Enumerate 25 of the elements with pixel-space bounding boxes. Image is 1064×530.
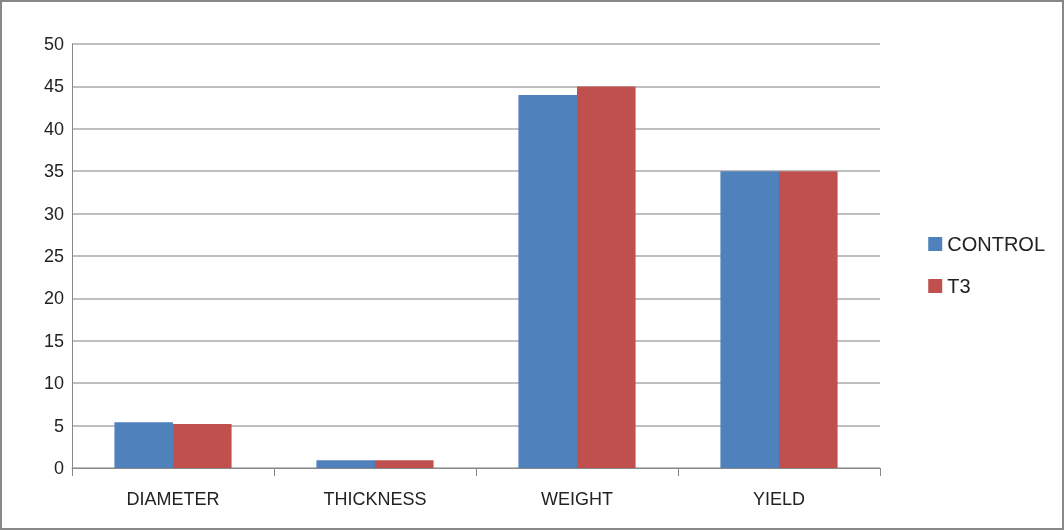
y-tick-label: 30 xyxy=(43,203,64,224)
legend-label: T3 xyxy=(947,275,971,297)
y-tick-label: 0 xyxy=(53,458,64,478)
bar xyxy=(316,460,375,468)
bar xyxy=(375,460,434,468)
y-tick-label: 40 xyxy=(43,118,64,139)
bar xyxy=(779,171,838,468)
legend-label: CONTROL xyxy=(947,233,1046,255)
x-tick-label: DIAMETER xyxy=(126,489,220,509)
y-tick-label: 25 xyxy=(43,246,64,266)
x-tick-label: YIELD xyxy=(752,489,806,509)
y-tick-label: 20 xyxy=(43,288,64,309)
bar xyxy=(720,171,779,468)
y-tick-label: 5 xyxy=(53,415,64,436)
bar xyxy=(173,423,232,468)
x-tick-label: WEIGHT xyxy=(541,489,613,509)
y-tick-label: 15 xyxy=(43,330,64,351)
bar xyxy=(114,422,173,468)
y-tick-label: 50 xyxy=(43,34,64,54)
bar xyxy=(518,94,577,468)
y-tick-label: 45 xyxy=(43,76,64,97)
y-tick-label: 35 xyxy=(43,161,64,182)
y-tick-label: 10 xyxy=(43,373,64,394)
bar xyxy=(577,86,636,468)
x-tick-label: THICKNESS xyxy=(323,489,427,509)
